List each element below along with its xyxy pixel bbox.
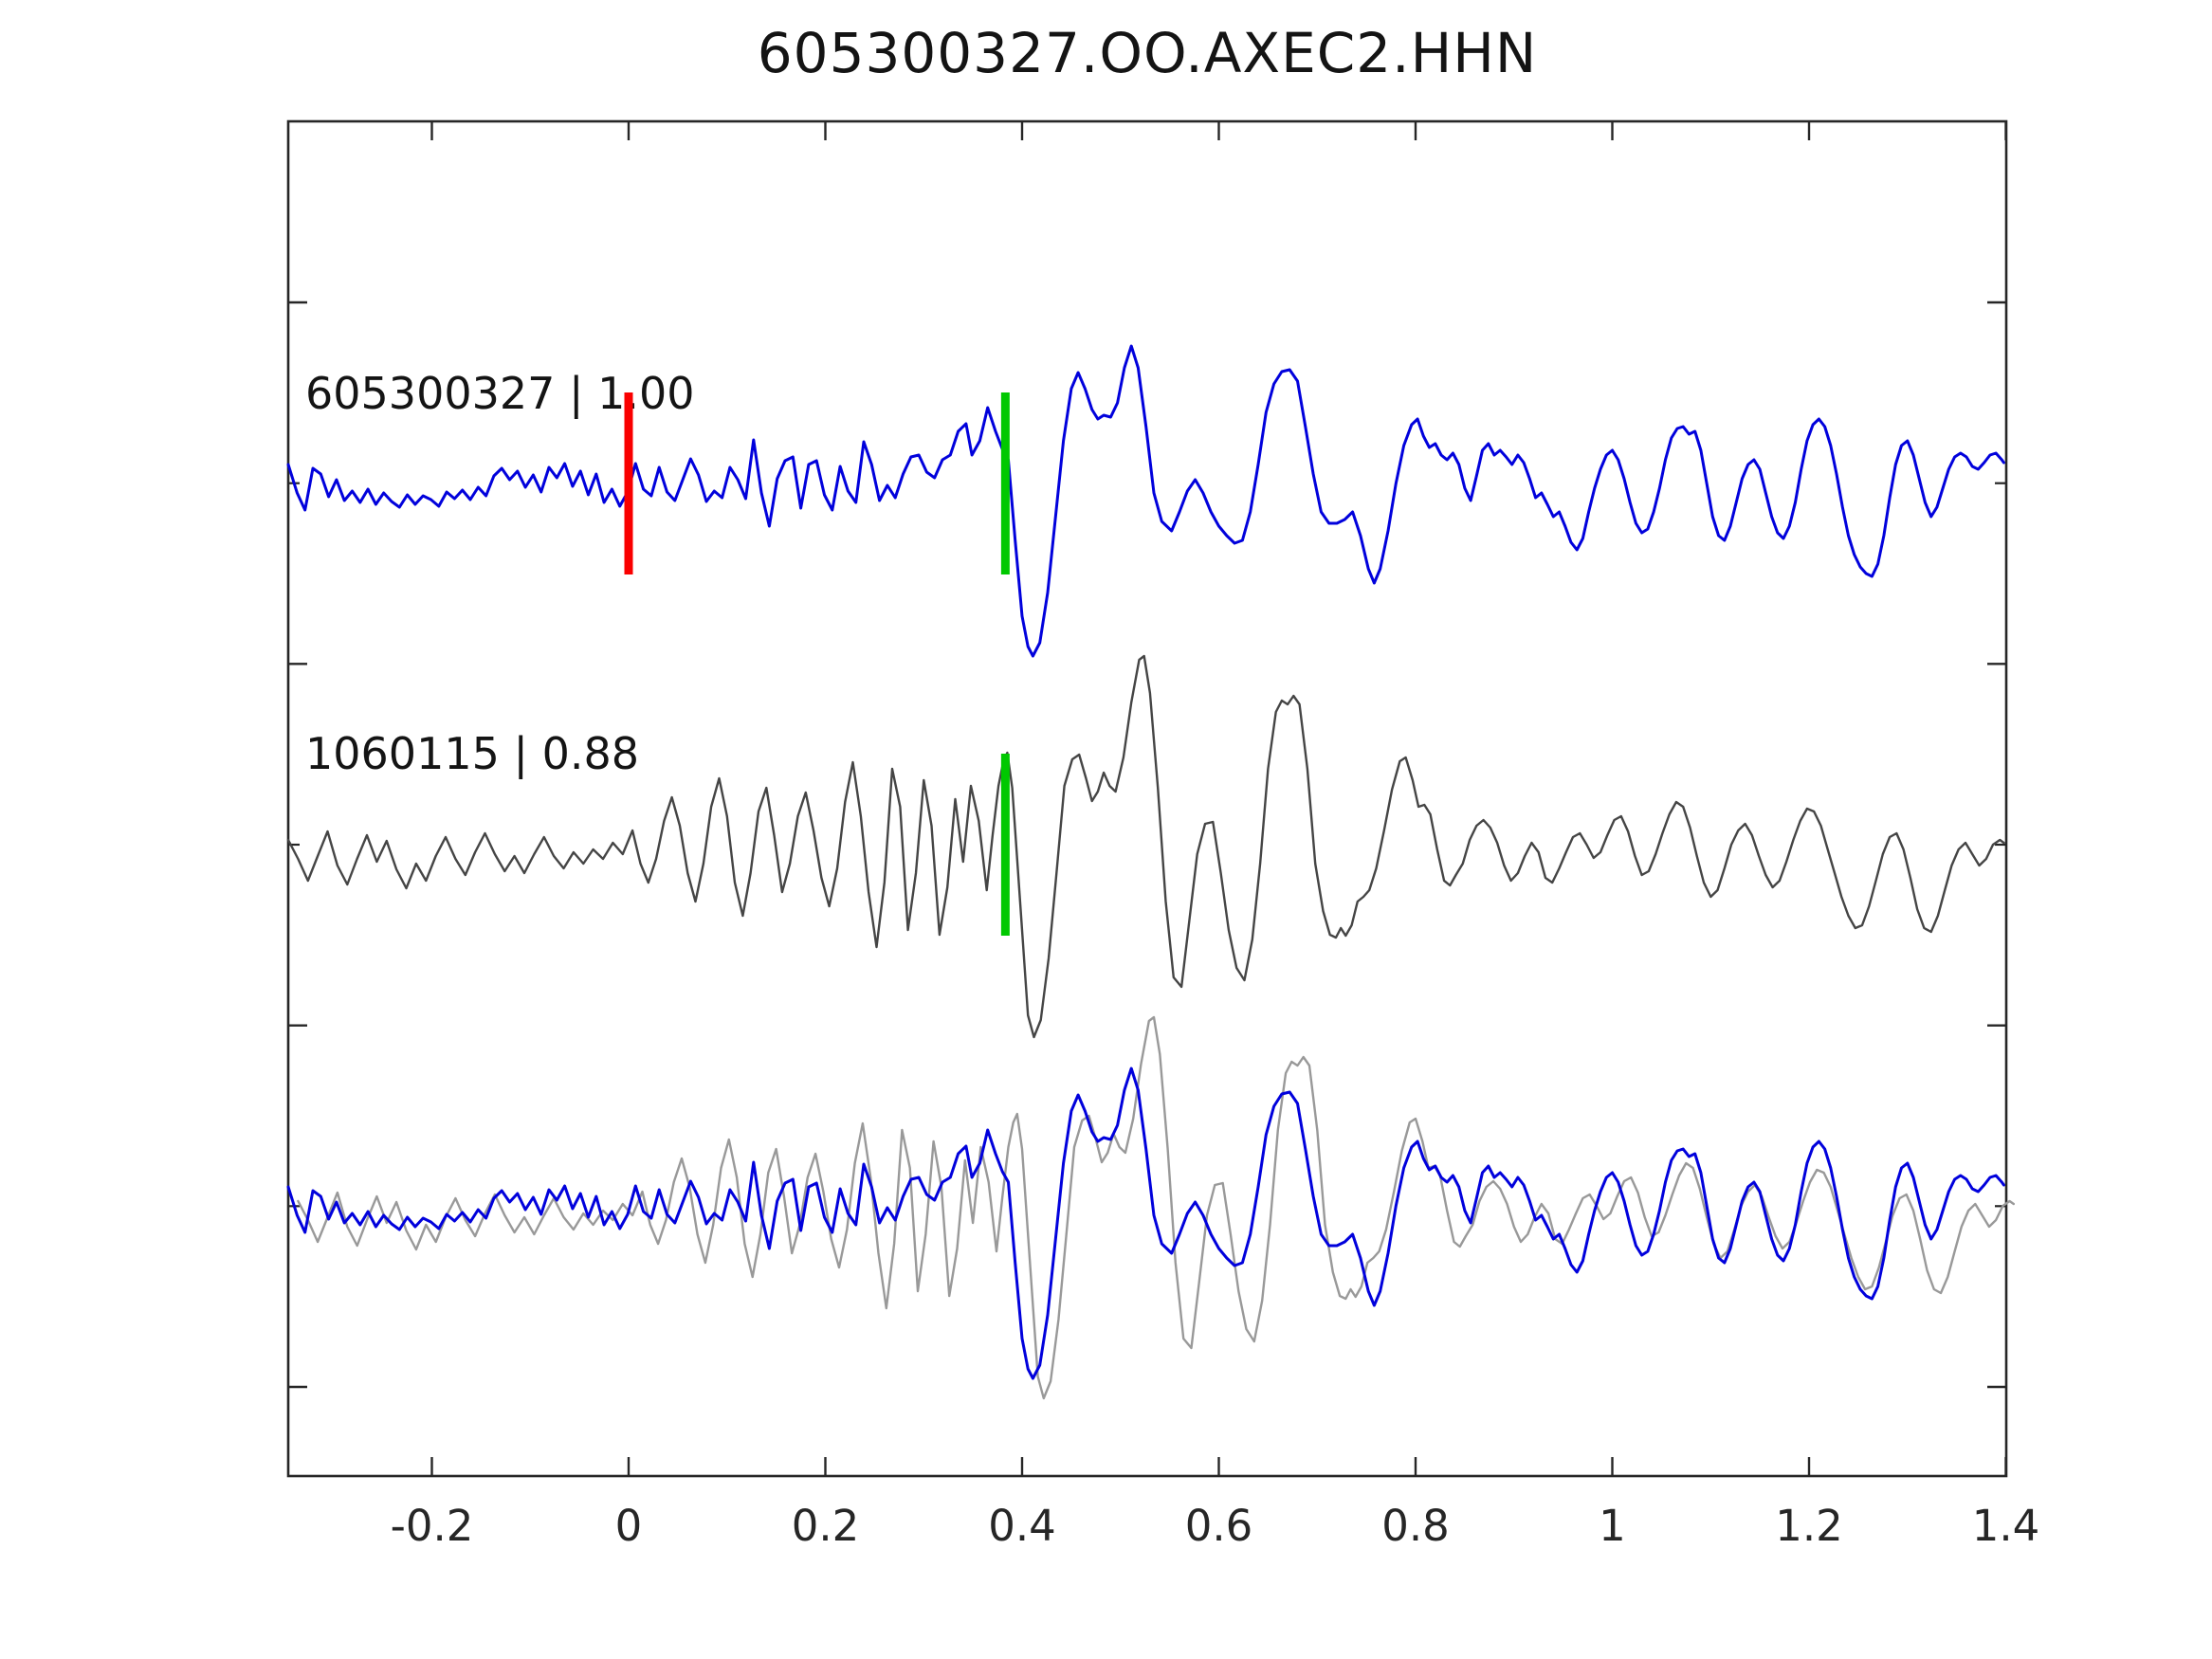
trace-label-detection: 1060115 | 0.88 [305,728,640,779]
x-tick-label: 0.2 [792,1501,860,1551]
figure-title: 605300327.OO.AXEC2.HHN [757,21,1538,85]
waveform-overlay-template [286,1066,2005,1380]
x-tick-label: 1 [1599,1501,1626,1551]
waveform-overlay-detection [297,1015,2015,1400]
waveform-trace-detection [286,654,2005,1039]
plot-border [286,119,2008,1478]
x-tick-label: -0.2 [391,1501,474,1551]
x-tick-label: 1.4 [1972,1501,2040,1551]
x-tick-label: 0.4 [988,1501,1056,1551]
waveform-trace-template [286,344,2005,658]
x-tick-label: 0.8 [1381,1501,1450,1551]
x-tick-label: 0 [615,1501,643,1551]
x-tick-label: 1.2 [1775,1501,1843,1551]
x-tick-label: 0.6 [1185,1501,1253,1551]
